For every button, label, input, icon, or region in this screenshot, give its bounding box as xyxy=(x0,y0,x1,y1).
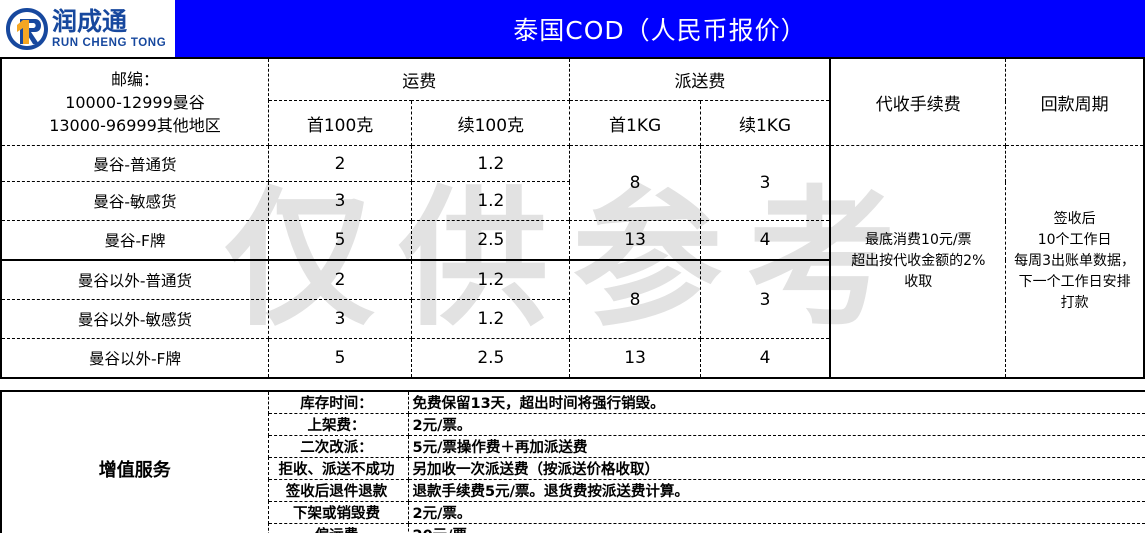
title-bar: 润成通 RUN CHENG TONG 泰国COD（人民币报价） xyxy=(0,0,1145,57)
vas-label: 拒收、派送不成功 xyxy=(268,457,409,480)
table-header-row-2: 首100克 续100克 首1KG 续1KG xyxy=(1,100,1144,146)
cell-next-100g: 1.2 xyxy=(411,299,571,339)
vas-label: 二次改派： xyxy=(268,435,409,458)
first-100g-header: 首100克 xyxy=(268,100,413,146)
vas-row: 上架费： 2元/票。 xyxy=(1,413,1145,436)
vas-value: 2元/票。 xyxy=(408,413,1145,436)
r-monogram-logo-icon xyxy=(4,6,50,52)
cell-first-100g: 5 xyxy=(268,220,413,261)
vas-row: 签收后退件退款 退款手续费5元/票。退货费按派送费计算。 xyxy=(1,479,1145,502)
table-header-row-1: 邮编： 10000-12999曼谷 13000-96999其他地区 运费 派送费… xyxy=(1,58,1144,146)
vas-row: 拒收、派送不成功 另加收一次派送费（按派送价格收取） xyxy=(1,457,1145,480)
value-added-services-table: 增值服务 库存时间： 免费保留13天，超出时间将强行销毁。 上架费： 2元/票。… xyxy=(0,390,1145,533)
delivery-group-header: 派送费 xyxy=(569,58,832,101)
cod-fee-header: 代收手续费 xyxy=(830,58,1007,146)
row-label: 曼谷以外-敏感货 xyxy=(1,299,269,339)
section-spacer xyxy=(0,379,1145,390)
next-100g-header: 续100克 xyxy=(411,100,571,146)
value-added-services-title: 增值服务 xyxy=(1,391,269,533)
logo-wordmark: 润成通 RUN CHENG TONG xyxy=(52,6,167,50)
vas-row: 二次改派： 5元/票操作费＋再加派送费 xyxy=(1,435,1145,458)
row-label: 曼谷以外-F牌 xyxy=(1,338,269,378)
vas-value: 退款手续费5元/票。退货费按派送费计算。 xyxy=(408,479,1145,502)
cod-fee-value: 最底消费10元/票 超出按代收金额的2% 收取 xyxy=(830,145,1007,379)
row-label: 曼谷-F牌 xyxy=(1,220,269,261)
vas-label: 上架费： xyxy=(268,413,409,436)
table-row: 曼谷以外-敏感货 3 1.2 xyxy=(1,299,1144,339)
cell-next-1kg: 3 xyxy=(700,145,832,221)
vas-row: 偏远费 20元/票 xyxy=(1,523,1145,533)
company-logo: 润成通 RUN CHENG TONG xyxy=(0,0,175,57)
cell-next-1kg: 4 xyxy=(700,338,832,378)
cell-next-1kg: 3 xyxy=(700,260,832,339)
vas-label: 偏远费 xyxy=(268,523,409,533)
cell-first-100g: 2 xyxy=(268,260,413,300)
cell-next-100g: 1.2 xyxy=(411,260,571,300)
cell-next-100g: 2.5 xyxy=(411,220,571,261)
row-label: 曼谷以外-普通货 xyxy=(1,260,269,300)
cell-first-100g: 3 xyxy=(268,181,413,221)
cell-first-100g: 5 xyxy=(268,338,413,378)
cell-first-100g: 2 xyxy=(268,145,413,182)
vas-label: 库存时间： xyxy=(268,391,409,414)
first-1kg-header: 首1KG xyxy=(569,100,701,146)
cell-next-100g: 2.5 xyxy=(411,338,571,378)
row-label: 曼谷-普通货 xyxy=(1,145,269,182)
cell-next-100g: 1.2 xyxy=(411,145,571,182)
cell-first-1kg: 13 xyxy=(569,338,701,378)
next-1kg-header: 续1KG xyxy=(700,100,832,146)
vas-label: 下架或销毁费 xyxy=(268,501,409,524)
vas-value: 另加收一次派送费（按派送价格收取） xyxy=(408,457,1145,480)
vas-value: 5元/票操作费＋再加派送费 xyxy=(408,435,1145,458)
cell-next-1kg: 4 xyxy=(700,220,832,261)
cell-next-100g: 1.2 xyxy=(411,181,571,221)
cell-first-100g: 3 xyxy=(268,299,413,339)
vas-value: 20元/票 xyxy=(408,524,1145,533)
table-row: 曼谷以外-F牌 5 2.5 13 4 xyxy=(1,338,1144,378)
vas-row: 增值服务 库存时间： 免费保留13天，超出时间将强行销毁。 xyxy=(1,391,1145,533)
row-label: 曼谷-敏感货 xyxy=(1,181,269,221)
cell-first-1kg: 8 xyxy=(569,145,701,221)
page-title: 泰国COD（人民币报价） xyxy=(513,15,807,45)
vas-value: 免费保留13天，超出时间将强行销毁。 xyxy=(408,391,1145,414)
table-row: 曼谷-普通货 2 1.2 8 3 最底消费10元/票 超出按代收金额的2% 收取… xyxy=(1,145,1144,379)
logo-name-cn: 润成通 xyxy=(52,6,128,36)
vas-label: 签收后退件退款 xyxy=(268,479,409,502)
table-row: 曼谷-敏感货 3 1.2 xyxy=(1,181,1144,221)
table-row: 曼谷以外-普通货 2 1.2 8 3 xyxy=(1,260,1144,339)
vas-row: 下架或销毁费 2元/票。 xyxy=(1,501,1145,524)
cell-first-1kg: 13 xyxy=(569,220,701,261)
freight-group-header: 运费 xyxy=(268,58,571,101)
logo-name-en: RUN CHENG TONG xyxy=(52,36,167,49)
table-row: 曼谷-F牌 5 2.5 13 4 xyxy=(1,220,1144,261)
settlement-header: 回款周期 xyxy=(1005,58,1144,146)
rate-table: 邮编： 10000-12999曼谷 13000-96999其他地区 运费 派送费… xyxy=(0,57,1145,379)
settlement-value: 签收后 10个工作日 每周3出账单数据， 下一个工作日安排 打款 xyxy=(1005,145,1144,379)
cell-first-1kg: 8 xyxy=(569,260,701,339)
zip-header-cell: 邮编： 10000-12999曼谷 13000-96999其他地区 xyxy=(1,58,269,146)
vas-value: 2元/票。 xyxy=(408,501,1145,524)
